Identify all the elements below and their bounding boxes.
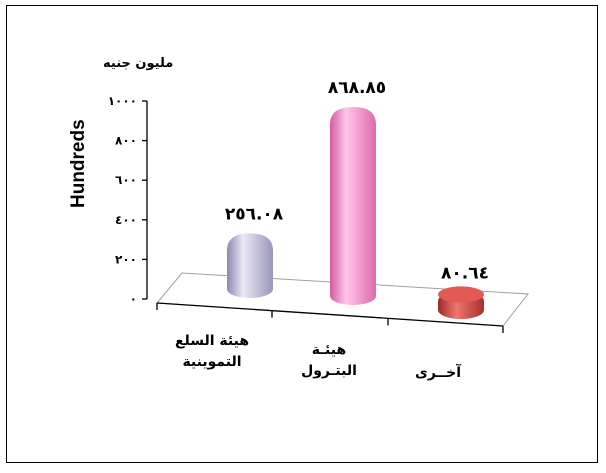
bar-top xyxy=(438,286,484,303)
category-label: البتـرول xyxy=(301,363,357,379)
y-axis: ٠ ٢٠٠ ٤٠٠ ٦٠٠ ٨٠٠ ١٠٠٠ xyxy=(108,94,148,306)
chart-frame: ٠ ٢٠٠ ٤٠٠ ٦٠٠ ٨٠٠ ١٠٠٠ ٢٥٦.٠٨ ٨٦٨.٨٥ ٨٠.٦٤ هيئة … xyxy=(6,5,598,463)
bar-body xyxy=(227,233,273,298)
y-tick-label: ١٠٠٠ xyxy=(108,94,137,108)
bars xyxy=(227,107,484,319)
category-label: هيئة السلع xyxy=(175,333,249,349)
bar-chart: ٠ ٢٠٠ ٤٠٠ ٦٠٠ ٨٠٠ ١٠٠٠ ٢٥٦.٠٨ ٨٦٨.٨٥ ٨٠.٦٤ هيئة … xyxy=(108,78,529,381)
value-label: ٢٥٦.٠٨ xyxy=(225,204,284,224)
category-label: آخــرى xyxy=(415,363,462,381)
value-label: ٨٦٨.٨٥ xyxy=(328,78,386,98)
x-axis-line xyxy=(156,302,504,327)
category-label: هيئـة xyxy=(312,342,346,358)
y-tick-label: ٨٠٠ xyxy=(115,134,137,148)
value-label: ٨٠.٦٤ xyxy=(441,263,489,283)
bar xyxy=(227,233,273,298)
unit-label: مليون جنيه xyxy=(103,56,174,71)
y-axis-title: Hundreds xyxy=(68,119,89,208)
labels: ٢٥٦.٠٨ ٨٦٨.٨٥ ٨٠.٦٤ هيئة السلع التموينية هيئـ… xyxy=(175,78,489,381)
category-label: التموينية xyxy=(182,354,241,370)
bar-body xyxy=(330,107,376,305)
bar xyxy=(438,286,484,319)
y-tick-label: ٤٠٠ xyxy=(115,213,137,227)
y-tick-label: ٢٠٠ xyxy=(115,252,137,266)
bar xyxy=(330,107,376,305)
y-tick-label: ٦٠٠ xyxy=(115,173,137,187)
y-tick-label: ٠ xyxy=(130,292,137,306)
